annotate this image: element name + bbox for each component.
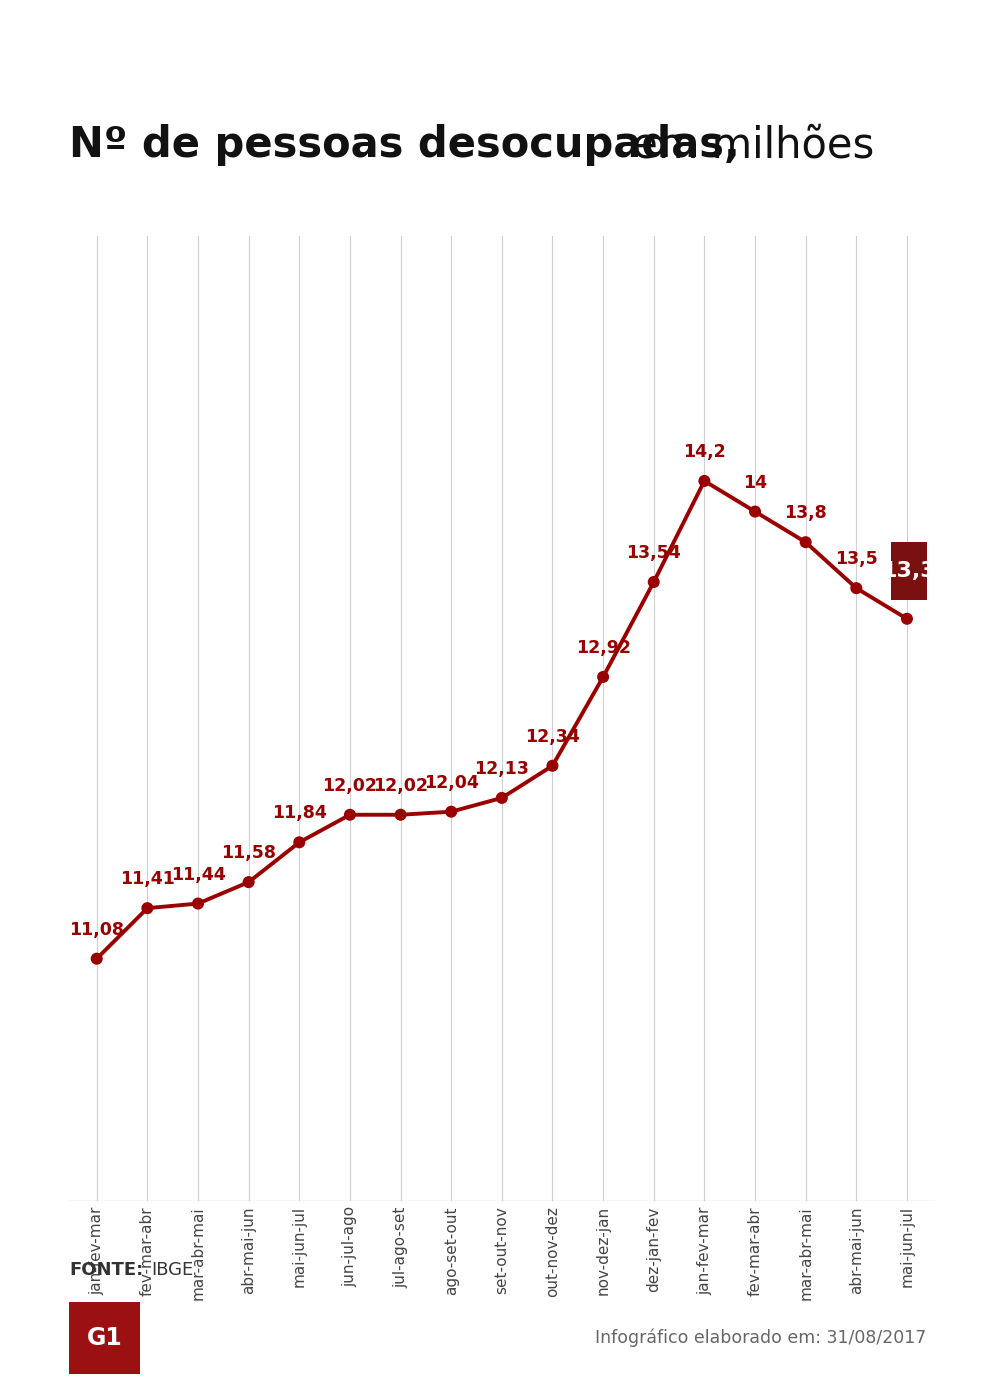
Text: 11,44: 11,44 (170, 866, 225, 884)
Point (393, 804, 408, 826)
Point (646, 570, 661, 593)
Text: 12,02: 12,02 (323, 777, 378, 795)
Text: 12,13: 12,13 (474, 761, 529, 779)
Text: 14,2: 14,2 (683, 443, 726, 461)
Text: em milhões: em milhões (619, 124, 874, 167)
FancyBboxPatch shape (69, 1302, 140, 1374)
Point (899, 608, 915, 630)
Point (342, 804, 358, 826)
Point (190, 892, 206, 915)
Text: FONTE:: FONTE: (69, 1262, 143, 1278)
Text: 12,34: 12,34 (525, 727, 580, 745)
Text: 13,8: 13,8 (784, 504, 827, 522)
Text: 12,02: 12,02 (373, 777, 428, 795)
Point (140, 897, 155, 919)
Text: 11,08: 11,08 (69, 920, 124, 938)
Point (89, 948, 104, 970)
Point (595, 666, 611, 688)
Text: G1: G1 (87, 1326, 122, 1351)
Text: 13,54: 13,54 (627, 544, 681, 562)
Text: 11,84: 11,84 (272, 805, 327, 823)
Text: 14: 14 (743, 473, 768, 491)
Text: 13,5: 13,5 (835, 550, 878, 568)
Text: 11,58: 11,58 (221, 844, 277, 862)
Text: 11,41: 11,41 (120, 870, 175, 888)
Point (291, 831, 307, 854)
Point (697, 471, 712, 493)
Text: 12,92: 12,92 (576, 638, 631, 657)
Point (747, 501, 763, 523)
FancyBboxPatch shape (891, 543, 927, 601)
Text: Nº de pessoas desocupadas,: Nº de pessoas desocupadas, (69, 124, 740, 167)
Text: IBGE: IBGE (152, 1262, 194, 1278)
Point (241, 872, 257, 894)
Text: 12,04: 12,04 (424, 773, 478, 791)
Point (848, 577, 864, 600)
Point (494, 787, 510, 809)
Point (444, 801, 460, 823)
Text: 13,3: 13,3 (882, 561, 937, 582)
Text: Infográfico elaborado em: 31/08/2017: Infográfico elaborado em: 31/08/2017 (595, 1328, 926, 1348)
Point (544, 755, 560, 777)
Point (798, 532, 814, 554)
